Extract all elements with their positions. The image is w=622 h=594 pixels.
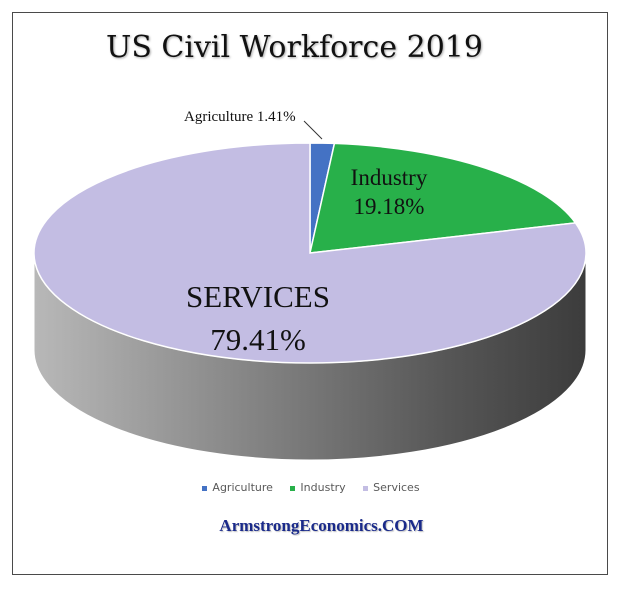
legend-label-agriculture: Agriculture xyxy=(212,481,273,494)
pie-slice-industry xyxy=(309,142,577,254)
slice-label-industry-pct: 19.18% xyxy=(354,194,425,219)
legend-item-services: Services xyxy=(363,481,420,494)
legend-swatch-agriculture xyxy=(202,485,208,491)
slice-label-services-pct: 79.41% xyxy=(210,322,306,357)
slice-label-agriculture: Agriculture 1.41% xyxy=(184,109,296,125)
legend-swatch-services xyxy=(363,485,369,491)
legend: Agriculture Industry Services xyxy=(0,481,622,494)
legend-label-services: Services xyxy=(373,481,420,494)
legend-label-industry: Industry xyxy=(300,481,346,494)
legend-item-industry: Industry xyxy=(290,481,346,494)
legend-swatch-industry xyxy=(290,485,296,491)
chart-title: US Civil Workforce 2019 xyxy=(106,30,483,65)
slice-label-industry-name: Industry xyxy=(351,165,428,190)
legend-item-agriculture: Agriculture xyxy=(202,481,273,494)
agriculture-leader-line xyxy=(303,120,323,140)
pie-slice-services xyxy=(33,142,587,364)
slice-label-services-name: SERVICES xyxy=(186,279,330,314)
source-credit: ArmstrongEconomics.COM xyxy=(219,516,424,535)
